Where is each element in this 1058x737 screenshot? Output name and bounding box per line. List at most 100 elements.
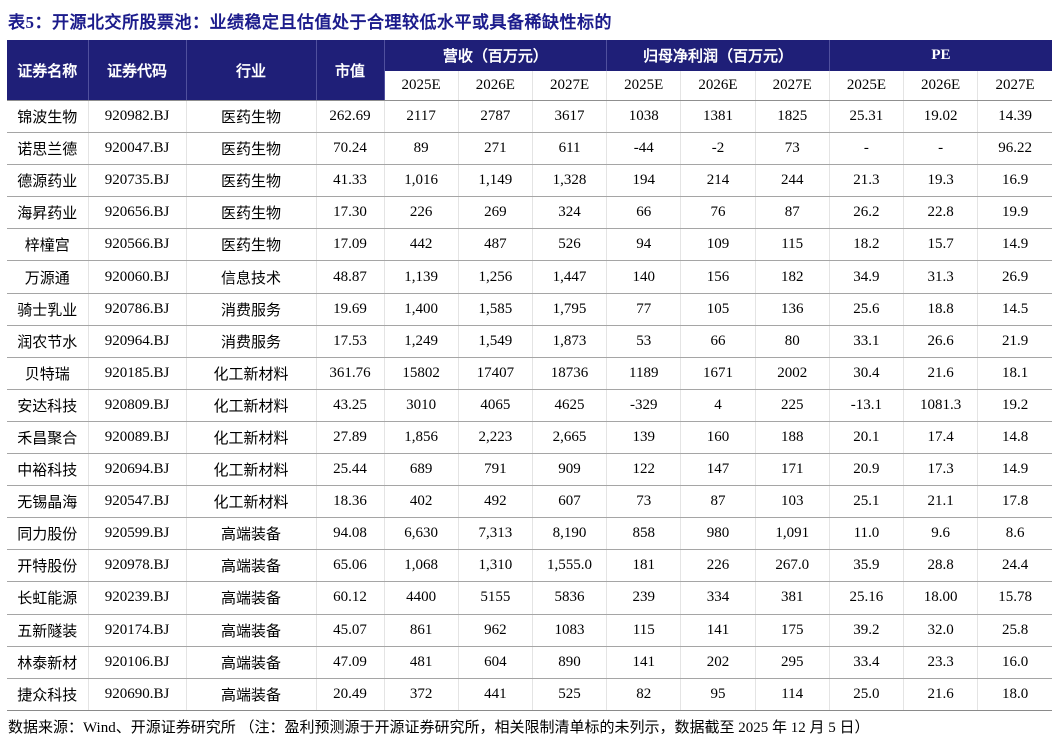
rev-2025e-cell: 402	[384, 485, 459, 519]
np-2026e-cell: -2	[680, 132, 756, 166]
rev-2027e-cell: 1083	[532, 614, 608, 647]
name-cell: 林泰新材	[7, 646, 89, 679]
mktcap-cell: 41.33	[316, 164, 385, 198]
code-cell: 920185.BJ	[88, 357, 187, 390]
np-2026e-cell: 226	[680, 549, 756, 583]
pe-2025e-cell: 25.0	[829, 678, 905, 711]
table-row: 开特股份 920978.BJ 高端装备 65.06 1,068 1,310 1,555.0 1…	[7, 549, 1052, 583]
np-2025e-cell: 73	[606, 485, 682, 519]
np-2027e-cell: 80	[755, 325, 830, 358]
rev-2025e-cell: 861	[384, 614, 459, 647]
pe-2026e-cell: 15.7	[903, 228, 979, 262]
mktcap-cell: 43.25	[316, 389, 385, 422]
rev-2025e-cell: 89	[384, 132, 459, 166]
np-2025e-cell: 239	[606, 581, 682, 615]
rev-2027e-cell: 18736	[532, 357, 608, 390]
pe-2027e-cell: 17.8	[977, 485, 1052, 519]
year-header-np-2025e: 2025E	[606, 71, 682, 101]
table-row: 无锡晶海 920547.BJ 化工新材料 18.36 402 492 607 73 87 103 2…	[7, 485, 1052, 519]
year-header-pe-2027e: 2027E	[977, 71, 1052, 101]
rev-2026e-cell: 487	[458, 228, 533, 262]
rev-2026e-cell: 604	[458, 646, 533, 679]
pe-2025e-cell: 20.9	[829, 453, 905, 487]
np-2027e-cell: 295	[755, 646, 830, 679]
pe-2026e-cell: 21.6	[903, 357, 979, 390]
rev-2026e-cell: 5155	[458, 581, 533, 615]
np-2026e-cell: 4	[680, 389, 756, 422]
np-2025e-cell: 94	[606, 228, 682, 262]
np-2025e-cell: 141	[606, 646, 682, 679]
np-2026e-cell: 141	[680, 614, 756, 647]
rev-2027e-cell: 1,328	[532, 164, 608, 198]
table-row: 捷众科技 920690.BJ 高端装备 20.49 372 441 525 82 95 114 25…	[7, 678, 1052, 711]
source-note: 数据来源：Wind、开源证券研究所 （注：盈利预测源于开源证券研究所，相关限制清…	[8, 719, 870, 736]
mktcap-cell: 48.87	[316, 260, 385, 294]
np-2026e-cell: 160	[680, 421, 756, 455]
pe-2026e-cell: 26.6	[903, 325, 979, 358]
np-2025e-cell: 66	[606, 196, 682, 230]
table-row: 海昇药业 920656.BJ 医药生物 17.30 226 269 324 66 76 87 26.…	[7, 196, 1052, 230]
mktcap-cell: 45.07	[316, 614, 385, 647]
mktcap-cell: 19.69	[316, 293, 385, 326]
table-row: 长虹能源 920239.BJ 高端装备 60.12 4400 5155 5836 239 334…	[7, 581, 1052, 615]
pe-2027e-cell: 14.8	[977, 421, 1052, 455]
rev-2026e-cell: 271	[458, 132, 533, 166]
np-2027e-cell: 114	[755, 678, 830, 711]
table-row: 安达科技 920809.BJ 化工新材料 43.25 3010 4065 4625 -329 4…	[7, 389, 1052, 422]
pe-2025e-cell: 25.31	[829, 100, 905, 134]
rev-2025e-cell: 1,400	[384, 293, 459, 326]
code-cell: 920060.BJ	[88, 260, 187, 294]
pe-2025e-cell: -	[829, 132, 905, 166]
pe-2027e-cell: 25.8	[977, 614, 1052, 647]
code-cell: 920047.BJ	[88, 132, 187, 166]
np-2025e-cell: 1189	[606, 357, 682, 390]
code-cell: 920982.BJ	[88, 100, 187, 134]
pe-2027e-cell: 24.4	[977, 549, 1052, 583]
col-group-net-profit: 归母净利润（百万元）	[606, 40, 830, 71]
mktcap-cell: 60.12	[316, 581, 385, 615]
pe-2026e-cell: 19.02	[903, 100, 979, 134]
rev-2025e-cell: 689	[384, 453, 459, 487]
table-row: 禾昌聚合 920089.BJ 化工新材料 27.89 1,856 2,223 2,665 13…	[7, 421, 1052, 455]
np-2027e-cell: 1,091	[755, 517, 830, 551]
pe-2026e-cell: 21.1	[903, 485, 979, 519]
np-2026e-cell: 95	[680, 678, 756, 711]
rev-2027e-cell: 611	[532, 132, 608, 166]
mktcap-cell: 20.49	[316, 678, 385, 711]
col-header-mktcap: 市值	[316, 40, 385, 101]
np-2025e-cell: -44	[606, 132, 682, 166]
pe-2027e-cell: 26.9	[977, 260, 1052, 294]
name-cell: 五新隧装	[7, 614, 89, 647]
rev-2025e-cell: 1,068	[384, 549, 459, 583]
np-2026e-cell: 1381	[680, 100, 756, 134]
rev-2027e-cell: 890	[532, 646, 608, 679]
pe-2026e-cell: 9.6	[903, 517, 979, 551]
pe-2025e-cell: 39.2	[829, 614, 905, 647]
table-row: 梓橦宫 920566.BJ 医药生物 17.09 442 487 526 94 109 115 18…	[7, 228, 1052, 262]
name-cell: 禾昌聚合	[7, 421, 89, 455]
np-2027e-cell: 87	[755, 196, 830, 230]
rev-2027e-cell: 1,447	[532, 260, 608, 294]
rev-2027e-cell: 3617	[532, 100, 608, 134]
rev-2025e-cell: 1,249	[384, 325, 459, 358]
np-2027e-cell: 103	[755, 485, 830, 519]
table-body: 锦波生物 920982.BJ 医药生物 262.69 2117 2787 3617 1038 1…	[7, 100, 1052, 711]
pe-2026e-cell: 18.8	[903, 293, 979, 326]
name-cell: 贝特瑞	[7, 357, 89, 390]
industry-cell: 化工新材料	[186, 357, 317, 390]
year-header-pe-2025e: 2025E	[829, 71, 905, 101]
np-2027e-cell: 182	[755, 260, 830, 294]
np-2025e-cell: 53	[606, 325, 682, 358]
rev-2025e-cell: 1,016	[384, 164, 459, 198]
name-cell: 润农节水	[7, 325, 89, 358]
code-cell: 920566.BJ	[88, 228, 187, 262]
table-row: 诺思兰德 920047.BJ 医药生物 70.24 89 271 611 -44 -2 73- -9…	[7, 132, 1052, 166]
col-header-code: 证券代码	[88, 40, 187, 101]
name-cell: 锦波生物	[7, 100, 89, 134]
pe-2025e-cell: 33.4	[829, 646, 905, 679]
np-2026e-cell: 156	[680, 260, 756, 294]
name-cell: 开特股份	[7, 549, 89, 583]
industry-cell: 医药生物	[186, 228, 317, 262]
pe-2026e-cell: 22.8	[903, 196, 979, 230]
np-2026e-cell: 980	[680, 517, 756, 551]
